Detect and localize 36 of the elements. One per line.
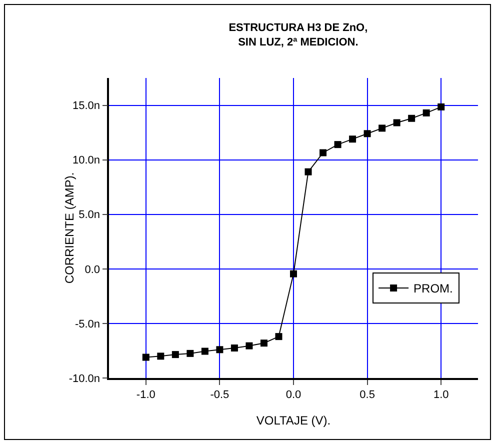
point bbox=[393, 119, 400, 126]
y-axis-title: CORRIENTE (AMP). bbox=[62, 172, 77, 284]
point bbox=[172, 351, 179, 358]
point bbox=[422, 109, 430, 116]
point bbox=[201, 348, 208, 355]
point bbox=[349, 136, 356, 143]
point bbox=[364, 130, 371, 138]
y-tick-label: 5.0n bbox=[78, 209, 100, 222]
point bbox=[216, 346, 224, 354]
point bbox=[246, 342, 253, 350]
point bbox=[438, 103, 445, 110]
point bbox=[378, 124, 386, 132]
point bbox=[157, 352, 164, 360]
x-tick-label: -0.5 bbox=[210, 388, 230, 401]
point bbox=[275, 333, 282, 340]
x-axis-title: VOLTAJE (V). bbox=[256, 414, 331, 428]
point bbox=[408, 114, 416, 122]
point bbox=[290, 270, 297, 278]
point bbox=[142, 354, 150, 361]
point bbox=[304, 168, 312, 176]
y-tick-label: -5.0n bbox=[74, 318, 100, 330]
point bbox=[334, 141, 342, 148]
y-tick-label: 15.0n bbox=[72, 100, 100, 112]
y-tick-label: -10.0n bbox=[68, 372, 100, 385]
point bbox=[260, 340, 268, 347]
x-tick-label: 1.0 bbox=[433, 388, 449, 401]
point bbox=[186, 350, 194, 357]
y-tick-label: 0.0 bbox=[84, 264, 100, 276]
point bbox=[320, 149, 327, 156]
point bbox=[230, 344, 238, 352]
x-tick-label: 0.5 bbox=[360, 388, 375, 401]
legend-label: PROM. bbox=[414, 282, 453, 296]
x-tick-label: -1.0 bbox=[136, 388, 156, 401]
x-tick-label: 0.0 bbox=[286, 388, 302, 401]
chart-title: ESTRUCTURA H3 DE ZnO, SIN LUZ, 2ª MEDICION. bbox=[228, 22, 368, 49]
y-tick-label: 10.0n bbox=[72, 154, 100, 167]
